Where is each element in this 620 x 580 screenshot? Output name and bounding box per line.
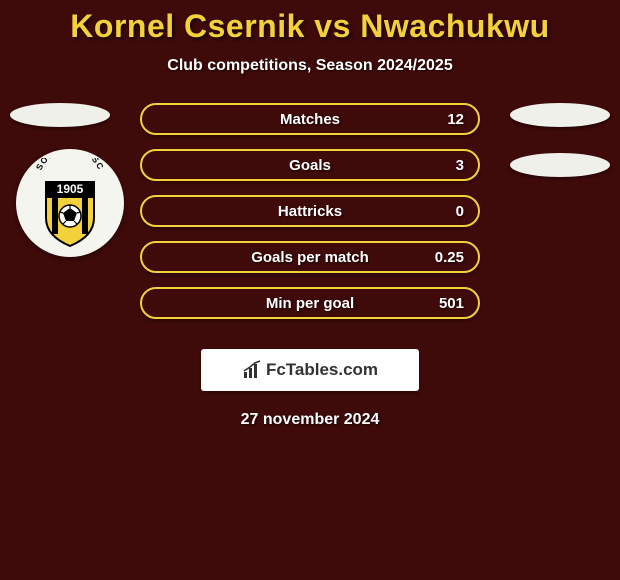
stat-label: Goals per match	[251, 249, 369, 266]
date-line: 27 november 2024	[0, 411, 620, 429]
bar-chart-icon	[242, 360, 262, 380]
page-title: Kornel Csernik vs Nwachukwu	[0, 0, 620, 45]
title-player1: Kornel Csernik	[70, 8, 305, 44]
player2-avatar-placeholder-2	[510, 153, 610, 177]
title-player2: Nwachukwu	[360, 8, 549, 44]
stat-row-goals: Goals 3	[140, 149, 480, 181]
subtitle: Club competitions, Season 2024/2025	[0, 57, 620, 75]
stat-label: Hattricks	[278, 203, 342, 220]
stat-row-mpg: Min per goal 501	[140, 287, 480, 319]
club-badge-svg: SOROKSÁR SC 1905	[31, 158, 109, 248]
badge-name: SOROKSÁR SC	[34, 158, 106, 172]
stat-label: Matches	[280, 111, 340, 128]
stat-row-hattricks: Hattricks 0	[140, 195, 480, 227]
club-badge: SOROKSÁR SC 1905	[16, 149, 124, 257]
player2-avatar-placeholder-1	[510, 103, 610, 127]
player1-avatar-placeholder	[10, 103, 110, 127]
source-text: FcTables.com	[266, 360, 378, 380]
stat-right: 501	[424, 295, 464, 312]
stat-right: 0.25	[424, 249, 464, 266]
stat-row-matches: Matches 12	[140, 103, 480, 135]
stat-label: Min per goal	[266, 295, 354, 312]
stat-right: 3	[424, 157, 464, 174]
title-vs: vs	[314, 8, 351, 44]
stat-right: 0	[424, 203, 464, 220]
stat-row-gpm: Goals per match 0.25	[140, 241, 480, 273]
badge-year: 1905	[57, 182, 84, 196]
comparison-block: SOROKSÁR SC 1905 Matches 12 Goals 3 Hatt…	[0, 103, 620, 319]
source-attribution: FcTables.com	[201, 349, 419, 391]
stat-label: Goals	[289, 157, 331, 174]
stat-right: 12	[424, 111, 464, 128]
svg-text:SOROKSÁR SC: SOROKSÁR SC	[34, 158, 106, 172]
